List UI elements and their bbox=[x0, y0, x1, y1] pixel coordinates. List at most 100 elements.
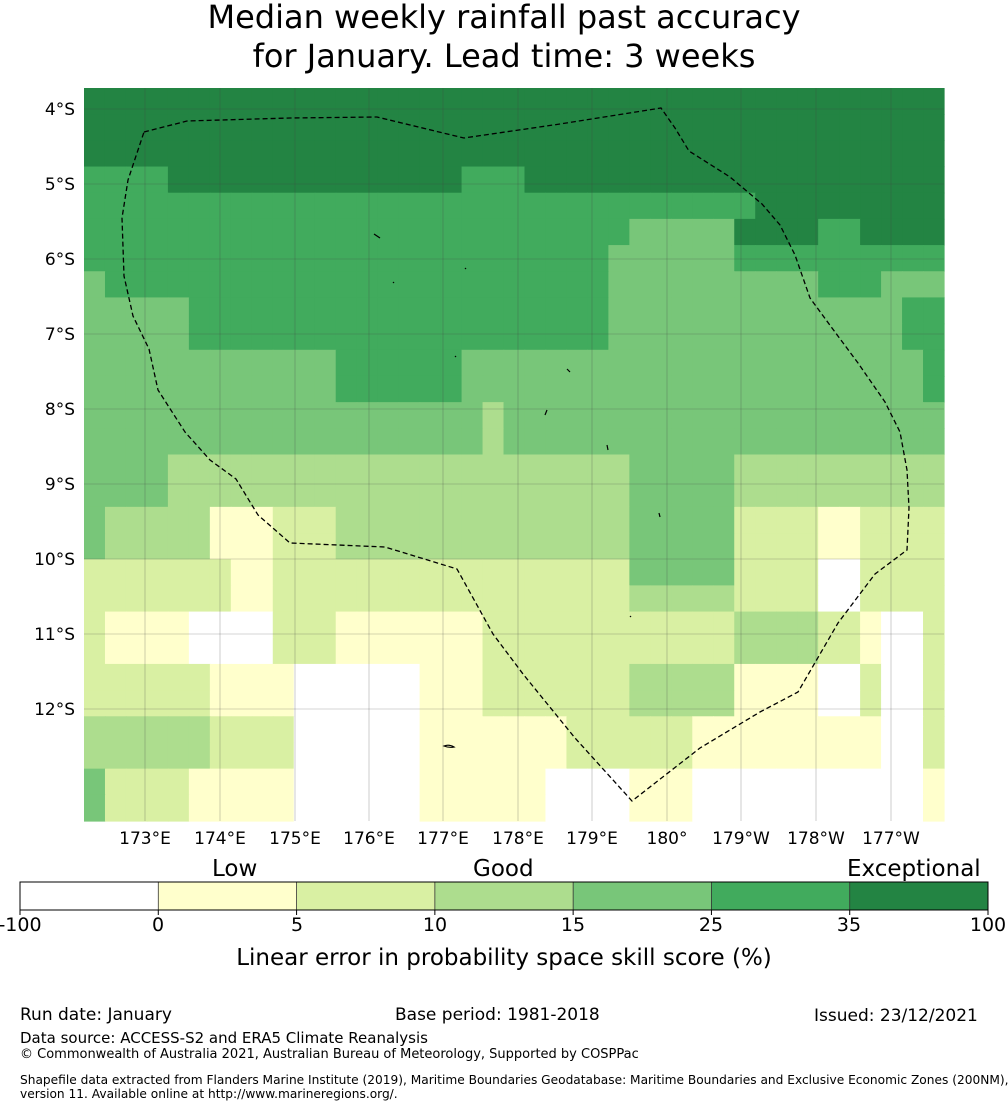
grid-cell bbox=[146, 88, 169, 115]
grid-cell bbox=[461, 166, 484, 194]
grid-cell bbox=[881, 611, 903, 639]
grid-cell bbox=[650, 375, 672, 403]
grid-cell bbox=[902, 585, 924, 613]
grid-cell bbox=[167, 375, 190, 403]
grid-cell bbox=[755, 297, 777, 325]
grid-cell bbox=[629, 166, 651, 194]
grid-cell bbox=[398, 192, 421, 220]
grid-cell bbox=[692, 690, 714, 717]
grid-cell bbox=[566, 323, 589, 351]
grid-cell bbox=[419, 533, 442, 560]
grid-cell bbox=[482, 585, 505, 613]
grid-cell bbox=[545, 663, 568, 691]
grid-cell bbox=[209, 768, 232, 796]
grid-cell bbox=[293, 637, 316, 665]
grid-cell bbox=[650, 559, 672, 586]
grid-cell bbox=[797, 768, 819, 796]
colorbar-tick-label: 10 bbox=[422, 914, 448, 936]
grid-cell bbox=[734, 192, 756, 220]
grid-cell bbox=[125, 454, 148, 482]
grid-cell bbox=[755, 88, 777, 115]
grid-cell bbox=[923, 585, 945, 613]
grid-cell bbox=[335, 323, 358, 351]
grid-cell bbox=[125, 480, 148, 508]
grid-cell bbox=[209, 742, 232, 770]
grid-cell bbox=[167, 192, 190, 220]
grid-cell bbox=[608, 402, 630, 429]
grid-cell bbox=[923, 637, 945, 665]
grid-cell bbox=[167, 297, 190, 325]
grid-cell bbox=[293, 271, 316, 299]
grid-cell bbox=[734, 690, 756, 717]
grid-cell bbox=[167, 663, 190, 691]
grid-cell bbox=[398, 716, 421, 744]
grid-cell bbox=[881, 742, 903, 770]
grid-cell bbox=[587, 428, 609, 456]
grid-cell bbox=[482, 271, 505, 299]
grid-cell bbox=[923, 166, 945, 194]
grid-cell bbox=[84, 192, 106, 220]
grid-cell bbox=[167, 218, 190, 246]
grid-cell bbox=[125, 506, 148, 534]
grid-cell bbox=[545, 533, 568, 560]
grid-cell bbox=[146, 192, 169, 220]
grid-cell bbox=[419, 402, 442, 429]
grid-cell bbox=[608, 192, 630, 220]
grid-cell bbox=[818, 218, 840, 246]
grid-cell bbox=[377, 218, 400, 246]
grid-cell bbox=[146, 402, 169, 429]
grid-cell bbox=[293, 663, 316, 691]
grid-cell bbox=[734, 140, 756, 168]
grid-cell bbox=[209, 480, 232, 508]
grid-cell bbox=[524, 585, 547, 613]
grid-cell bbox=[734, 375, 756, 403]
grid-cell bbox=[167, 166, 190, 194]
grid-cell bbox=[84, 533, 106, 560]
grid-cell bbox=[566, 637, 589, 665]
grid-cell bbox=[84, 663, 106, 691]
grid-cell bbox=[209, 140, 232, 168]
grid-cell bbox=[923, 218, 945, 246]
colorbar-segment bbox=[434, 882, 574, 910]
grid-cell bbox=[104, 166, 127, 194]
grid-cell bbox=[125, 297, 148, 325]
grid-cell bbox=[881, 114, 903, 141]
grid-cell bbox=[713, 794, 735, 822]
grid-cell bbox=[755, 428, 777, 456]
grid-cell bbox=[419, 140, 442, 168]
grid-cell bbox=[377, 663, 400, 691]
grid-cell bbox=[146, 166, 169, 194]
grid-cell bbox=[650, 663, 672, 691]
grid-cell bbox=[587, 690, 609, 717]
grid-cell bbox=[839, 218, 861, 246]
grid-cell bbox=[860, 716, 882, 744]
grid-cell bbox=[482, 402, 505, 429]
grid-cell bbox=[671, 245, 693, 272]
grid-cell bbox=[146, 271, 169, 299]
grid-cell bbox=[125, 533, 148, 560]
grid-cell bbox=[923, 428, 945, 456]
grid-cell bbox=[524, 794, 547, 822]
grid-cell bbox=[104, 480, 127, 508]
grid-cell bbox=[188, 559, 211, 586]
grid-cell bbox=[860, 533, 882, 560]
grid-cell bbox=[398, 663, 421, 691]
grid-cell bbox=[818, 323, 840, 351]
grid-cell bbox=[104, 140, 127, 168]
grid-cell bbox=[902, 428, 924, 456]
island-mark bbox=[544, 409, 548, 416]
grid-cell bbox=[902, 690, 924, 717]
run-date: Run date: January bbox=[20, 1005, 172, 1025]
grid-cell bbox=[797, 192, 819, 220]
grid-cell bbox=[839, 794, 861, 822]
grid-cell bbox=[335, 402, 358, 429]
grid-cell bbox=[398, 690, 421, 717]
grid-cell bbox=[566, 218, 589, 246]
grid-cell bbox=[482, 716, 505, 744]
grid-cell bbox=[398, 454, 421, 482]
grid-cell bbox=[881, 637, 903, 665]
grid-cell bbox=[188, 768, 211, 796]
grid-cell bbox=[167, 637, 190, 665]
grid-cell bbox=[608, 454, 630, 482]
grid-cell bbox=[503, 585, 526, 613]
